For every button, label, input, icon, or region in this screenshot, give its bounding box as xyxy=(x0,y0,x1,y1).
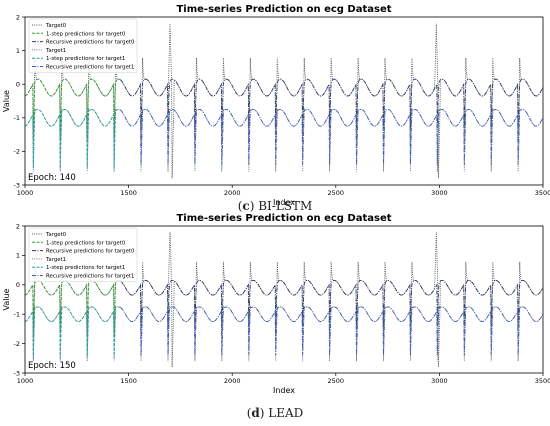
x-tick-label: 3000 xyxy=(431,189,448,197)
series-line xyxy=(120,78,544,128)
legend-entry: 1-step predictions for target0 xyxy=(46,31,126,37)
x-tick-label: 3000 xyxy=(431,377,448,385)
epoch-annotation: Epoch: 140 xyxy=(28,173,76,183)
x-tick-label: 2000 xyxy=(224,377,241,385)
legend-entry: Target1 xyxy=(45,257,66,263)
y-tick-label: 2 xyxy=(16,13,20,21)
series-line xyxy=(24,279,121,332)
legend-entry: 1-step predictions for target0 xyxy=(46,240,126,246)
legend-box xyxy=(28,18,138,74)
x-tick-label: 1000 xyxy=(17,189,34,197)
chart-panel: Time-series Prediction on ecg Dataset 100… xyxy=(2,4,550,207)
series-line xyxy=(120,279,544,327)
caption-text: BI-LSTM xyxy=(258,199,313,213)
legend: Target0 1-step predictions for target0 Rec… xyxy=(28,227,138,283)
legend-box xyxy=(28,227,138,283)
legend: Target0 1-step predictions for target0 Rec… xyxy=(28,18,138,74)
legend-entry: Recursive predictions for target0 xyxy=(46,40,135,46)
chart-title: Time-series Prediction on ecg Dataset xyxy=(176,4,391,15)
caption-bi-lstm: (c) BI-LSTM xyxy=(237,199,313,213)
x-tick-label: 2000 xyxy=(224,189,241,197)
chart-title: Time-series Prediction on ecg Dataset xyxy=(176,213,391,224)
legend-entry: 1-step predictions for target1 xyxy=(46,265,125,271)
series-line xyxy=(24,78,121,139)
series-line xyxy=(24,108,121,169)
caption-text: LEAD xyxy=(268,406,304,420)
legend-entry: Target1 xyxy=(45,48,66,54)
y-tick-label: -3 xyxy=(14,369,20,377)
x-tick-label: 3500 xyxy=(535,377,550,385)
y-tick-label: -2 xyxy=(14,148,20,156)
legend-entry: 1-step predictions for target1 xyxy=(46,56,125,62)
y-tick-label: 0 xyxy=(16,281,20,289)
y-tick-label: -1 xyxy=(14,114,20,122)
y-tick-label: 0 xyxy=(16,81,20,89)
legend-entry: Recursive predictions for target1 xyxy=(46,65,134,71)
x-tick-label: 1500 xyxy=(120,377,137,385)
y-tick-label: 1 xyxy=(16,252,20,260)
x-tick-label: 2500 xyxy=(328,377,345,385)
y-axis-label: Value xyxy=(2,90,11,112)
y-tick-label: -1 xyxy=(14,311,20,319)
y-tick-label: -2 xyxy=(14,340,20,348)
series-line xyxy=(120,306,544,356)
series-line xyxy=(120,108,544,165)
y-axis-label: Value xyxy=(2,288,11,310)
epoch-annotation: Epoch: 150 xyxy=(28,361,76,371)
x-tick-label: 3500 xyxy=(535,189,550,197)
legend-entry: Target0 xyxy=(45,232,67,238)
x-axis-label: Index xyxy=(273,198,295,207)
series-line xyxy=(24,306,121,359)
caption-letter: d xyxy=(251,406,260,420)
plot-frame xyxy=(24,16,544,186)
legend-entry: Recursive predictions for target0 xyxy=(46,249,135,255)
caption-lead: (d) LEAD xyxy=(246,406,304,420)
x-axis-label: Index xyxy=(273,386,295,395)
legend-entry: Recursive predictions for target1 xyxy=(46,274,134,280)
x-tick-label: 1000 xyxy=(17,377,34,385)
y-tick-label: 2 xyxy=(16,222,20,230)
y-tick-label: -3 xyxy=(14,181,20,189)
x-tick-label: 1500 xyxy=(120,189,137,197)
chart-panel: Time-series Prediction on ecg Dataset 100… xyxy=(2,213,550,395)
caption-letter: c xyxy=(242,199,250,213)
legend-entry: Target0 xyxy=(45,23,67,29)
y-tick-label: 1 xyxy=(16,47,20,55)
x-tick-label: 2500 xyxy=(328,189,345,197)
plot-frame xyxy=(24,225,544,374)
